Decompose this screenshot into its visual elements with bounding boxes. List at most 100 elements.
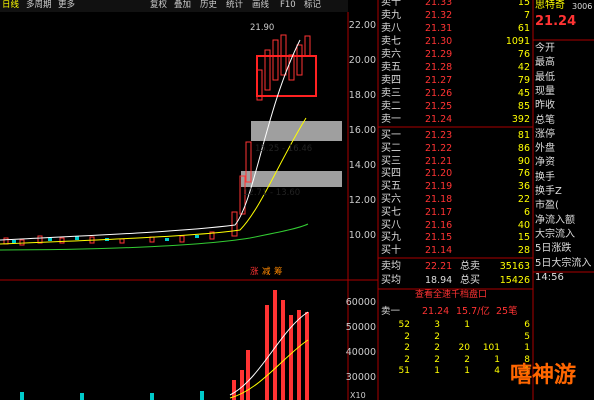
- toolbar-button[interactable]: 复权: [150, 0, 168, 10]
- ask-price: 21.28: [425, 62, 453, 73]
- queue-cell: 2: [434, 331, 440, 342]
- ask-volume: 45: [517, 88, 530, 99]
- bid-price: 21.21: [425, 155, 453, 167]
- annotation: 15.25 - 16.46: [255, 144, 313, 154]
- toolbar-button[interactable]: 日线: [2, 0, 20, 10]
- quote-field: 最高: [535, 57, 555, 69]
- bid-volume: 90: [517, 155, 530, 167]
- bid-volume: 40: [517, 219, 530, 231]
- ask-volume: 79: [517, 75, 530, 86]
- bid-price: 21.17: [425, 206, 453, 218]
- ask-volume: 42: [517, 62, 530, 73]
- queue-cell: 1: [464, 320, 470, 330]
- toolbar-button[interactable]: 统计: [226, 0, 244, 10]
- price-label: 14.00: [348, 160, 376, 171]
- marker: 筹: [274, 267, 283, 277]
- ask-label: 卖四: [381, 75, 401, 86]
- quote-field: 现量: [535, 85, 555, 97]
- quote-field: 市盈(: [535, 200, 559, 212]
- ask-label: 卖六: [381, 49, 401, 60]
- queue-cell: 1: [434, 366, 440, 376]
- bid-price: 21.22: [425, 142, 453, 154]
- depth-link[interactable]: 查看全速千档盘口: [415, 290, 488, 300]
- ask-label: 卖一: [381, 114, 401, 125]
- ask-volume: 76: [517, 49, 530, 60]
- stock-price: 21.24: [535, 14, 577, 29]
- summary-price: 22.21: [425, 261, 453, 272]
- bid-label: 买三: [381, 155, 401, 167]
- quote-field: 5日大宗流入: [535, 257, 592, 269]
- queue-cell: 2: [404, 343, 410, 353]
- bid-price: 21.18: [425, 194, 453, 205]
- queue-cell: 2: [464, 354, 470, 365]
- queue-header: 21.24: [422, 306, 450, 317]
- stock-code: 3006: [572, 2, 593, 11]
- quote-field: 14:56: [535, 271, 564, 283]
- marker: 减: [262, 267, 271, 277]
- ask-volume: 1091: [505, 36, 530, 47]
- queue-cell: 3: [434, 320, 440, 330]
- volume-label: 30000: [345, 372, 376, 383]
- queue-cell: 8: [524, 354, 530, 365]
- bid-volume: 6: [523, 206, 530, 218]
- volume-bars: [232, 290, 309, 400]
- stock-name: 思特奇: [535, 0, 565, 11]
- queue-cell: 1: [494, 354, 500, 365]
- watermark: 嘻神游: [510, 363, 577, 388]
- quote-field: 5日涨跌: [535, 243, 572, 255]
- ask-price: 21.27: [425, 75, 453, 86]
- summary-volume: 15426: [499, 275, 530, 286]
- bid-price: 21.19: [425, 181, 453, 193]
- ask-price: 21.24: [425, 114, 453, 125]
- annotation: 21.90: [250, 23, 275, 33]
- ask-label: 卖十: [381, 0, 401, 8]
- volume-bars: [20, 391, 204, 400]
- queue-cell: 20: [458, 343, 470, 353]
- bid-label: 买五: [381, 181, 401, 193]
- quote-field: 昨收: [535, 100, 555, 112]
- ask-volume: 85: [517, 101, 530, 112]
- volume-unit: X10: [350, 391, 366, 400]
- toolbar-bg: [0, 0, 348, 12]
- quote-field: 换手: [535, 171, 555, 183]
- toolbar-button[interactable]: F10: [280, 0, 296, 10]
- ask-price: 21.32: [425, 10, 453, 21]
- price-label: 22.00: [348, 20, 376, 31]
- toolbar-button[interactable]: 多周期: [26, 0, 52, 10]
- toolbar-button[interactable]: 画线: [252, 0, 270, 10]
- toolbar-button[interactable]: 标记: [304, 0, 322, 10]
- ask-price: 21.31: [425, 23, 453, 34]
- ask-price: 21.33: [425, 0, 453, 8]
- queue-header: 25笔: [496, 306, 518, 317]
- toolbar-button[interactable]: 历史: [200, 0, 218, 10]
- ma-line: [0, 223, 309, 251]
- queue-cell: 6: [524, 320, 530, 330]
- queue-cell: 2: [434, 343, 440, 353]
- ask-price: 21.30: [425, 36, 453, 47]
- annotation: 12.71 - 13.60: [243, 188, 301, 198]
- toolbar-button[interactable]: 叠加: [174, 0, 192, 10]
- ma-line: [0, 117, 307, 245]
- quote-field: 净资: [535, 157, 555, 169]
- ask-label: 卖八: [381, 23, 401, 34]
- quote-field: 外盘: [535, 143, 555, 155]
- bid-price: 21.20: [425, 168, 453, 180]
- toolbar-button[interactable]: 更多: [58, 0, 76, 10]
- price-label: 12.00: [348, 195, 376, 206]
- volume-label: 60000: [345, 297, 376, 308]
- queue-header: 卖一: [381, 306, 401, 317]
- ma-line: [0, 39, 301, 241]
- ask-volume: 61: [517, 23, 530, 34]
- queue-cell: 1: [524, 366, 530, 376]
- quote-field: 涨停: [535, 128, 555, 140]
- bid-label: 买七: [381, 206, 401, 218]
- summary-label: 卖均: [381, 261, 401, 272]
- ask-label: 卖七: [381, 36, 401, 47]
- ask-price: 21.26: [425, 88, 453, 99]
- queue-cell: 2: [404, 331, 410, 342]
- ask-label: 卖二: [381, 101, 401, 112]
- price-label: 10.00: [348, 230, 376, 241]
- summary-name: 总买: [460, 275, 480, 286]
- bid-label: 买六: [381, 194, 401, 205]
